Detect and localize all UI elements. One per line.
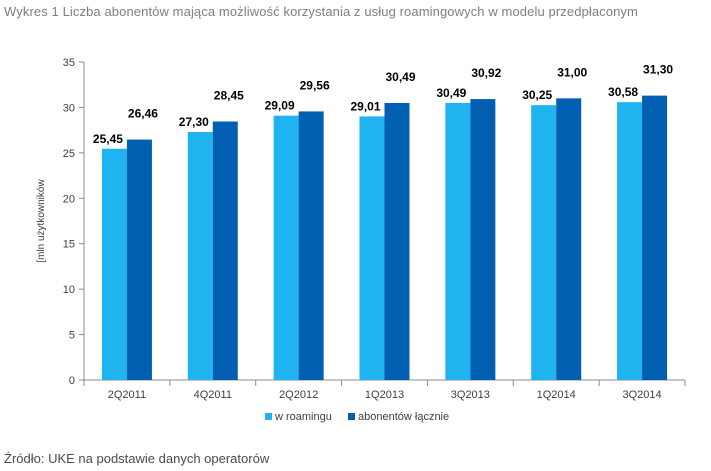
legend-label: w roamingu [274, 411, 332, 423]
x-tick-label: 1Q2014 [537, 389, 576, 401]
data-label: 30,25 [522, 88, 552, 102]
y-tick-label: 5 [69, 330, 75, 342]
source-note: Źródło: UKE na podstawie danych operator… [4, 451, 270, 466]
data-label: 30,92 [471, 66, 501, 80]
data-label: 27,30 [179, 115, 209, 129]
bar [445, 102, 471, 381]
bar [617, 102, 643, 380]
data-label: 30,49 [436, 86, 466, 100]
bar [556, 98, 582, 380]
chart-bars [101, 95, 668, 381]
data-label: 29,01 [350, 99, 380, 113]
bar [359, 116, 385, 380]
legend-swatch [348, 413, 355, 420]
data-label: 26,46 [128, 107, 158, 121]
bar [470, 99, 496, 381]
x-tick-label: 3Q2013 [451, 389, 490, 401]
bar [126, 139, 152, 380]
y-tick-label: 35 [63, 57, 75, 69]
legend-label: abonentów łącznie [358, 411, 449, 423]
y-tick-label: 15 [63, 239, 75, 251]
y-tick-label: 10 [63, 284, 75, 296]
data-label: 29,56 [300, 78, 330, 92]
bar [101, 148, 127, 380]
y-tick-label: 0 [69, 375, 75, 387]
data-label: 31,00 [557, 65, 587, 79]
chart-caption: Wykres 1 Liczba abonentów mająca możliwo… [4, 4, 638, 19]
y-tick-label: 30 [63, 102, 75, 114]
x-tick-label: 2Q2011 [108, 389, 146, 401]
data-label: 25,45 [93, 132, 123, 146]
legend-swatch [265, 413, 272, 420]
bar [187, 131, 213, 380]
data-label: 29,09 [265, 99, 295, 113]
chart-axes: 0 5 10 15 20 25 30 35 2Q2011 4Q2011 2Q2012 1Q2013 3Q… [63, 57, 686, 401]
y-tick-label: 25 [63, 148, 75, 160]
data-label: 30,58 [608, 85, 638, 99]
bar [212, 121, 238, 381]
x-tick-label: 3Q2014 [622, 389, 661, 401]
bar [273, 115, 299, 381]
chart-value-labels: 25,45 27,30 29,09 29,01 30,49 30,25 30,58 26,46… [93, 63, 673, 146]
data-label: 28,45 [214, 89, 244, 103]
bar [531, 105, 557, 381]
bar [384, 102, 410, 381]
x-tick-label: 4Q2011 [194, 389, 232, 401]
chart-legend: w roamingu abonentów łącznie [265, 411, 449, 423]
bar [298, 111, 324, 381]
y-tick-label: 20 [63, 193, 75, 205]
bar [642, 95, 668, 381]
y-axis-label: [mln użytkowników [36, 179, 47, 263]
x-tick-label: 1Q2013 [365, 389, 404, 401]
data-label: 31,30 [643, 63, 673, 77]
data-label: 30,49 [385, 70, 415, 84]
x-tick-label: 2Q2012 [279, 389, 318, 401]
